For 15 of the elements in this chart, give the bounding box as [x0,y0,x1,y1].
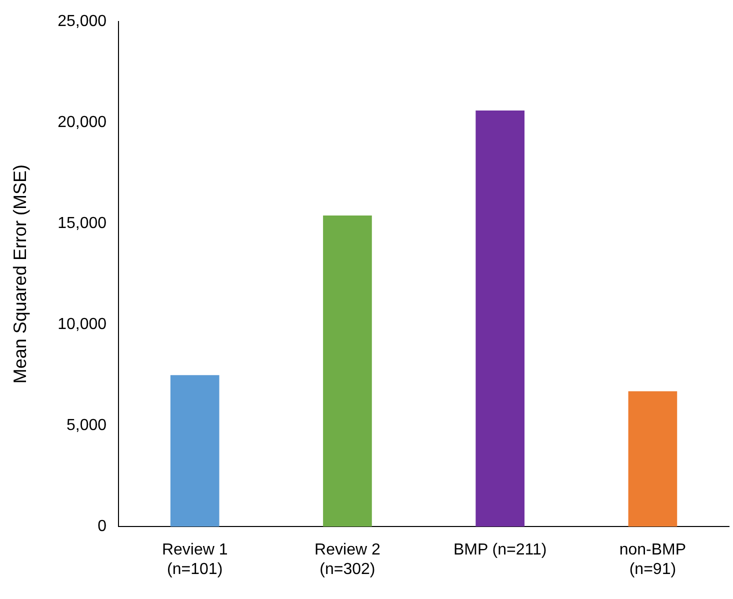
y-tick-label: 5,000 [66,417,107,434]
bar [628,391,678,527]
y-tick-label: 25,000 [58,13,107,30]
x-tick-label: Review 1 (n=101) [162,542,228,578]
x-tick-label: non-BMP (n=91) [619,542,686,578]
y-axis-title: Mean Squared Error (MSE) [10,164,30,384]
y-tick-label: 10,000 [58,316,107,334]
y-tick-label: 15,000 [58,215,107,232]
bar [323,216,372,527]
x-tick-label: Review 2 (n=302) [314,542,380,578]
x-tick-label: BMP (n=211) [453,542,547,559]
y-tick-label: 0 [98,518,107,536]
bar [170,375,220,527]
y-tick-label: 20,000 [58,114,107,132]
bar [476,110,524,527]
